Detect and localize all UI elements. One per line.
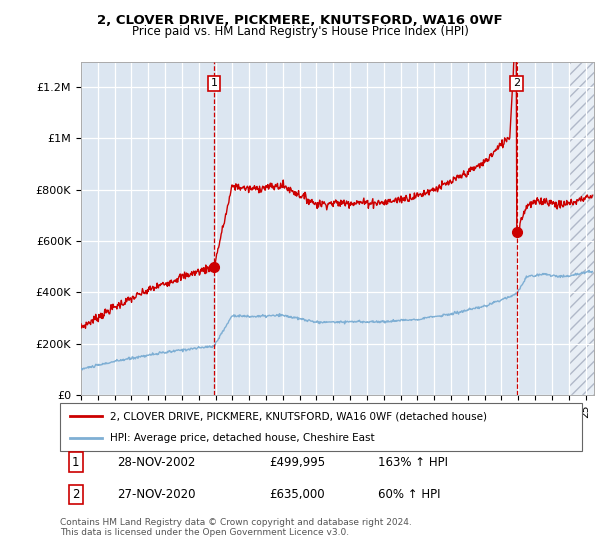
- Text: 1: 1: [72, 456, 79, 469]
- Text: £499,995: £499,995: [269, 456, 325, 469]
- Text: Contains HM Land Registry data © Crown copyright and database right 2024.
This d: Contains HM Land Registry data © Crown c…: [60, 518, 412, 538]
- Bar: [569, 62, 594, 395]
- Text: 2, CLOVER DRIVE, PICKMERE, KNUTSFORD, WA16 0WF (detached house): 2, CLOVER DRIVE, PICKMERE, KNUTSFORD, WA…: [110, 411, 487, 421]
- Text: Price paid vs. HM Land Registry's House Price Index (HPI): Price paid vs. HM Land Registry's House …: [131, 25, 469, 38]
- Text: 60% ↑ HPI: 60% ↑ HPI: [379, 488, 441, 501]
- Text: 2: 2: [72, 488, 79, 501]
- Text: £635,000: £635,000: [269, 488, 325, 501]
- Text: 2: 2: [513, 78, 520, 88]
- Text: HPI: Average price, detached house, Cheshire East: HPI: Average price, detached house, Ches…: [110, 433, 374, 443]
- Text: 28-NOV-2002: 28-NOV-2002: [118, 456, 196, 469]
- Text: 2, CLOVER DRIVE, PICKMERE, KNUTSFORD, WA16 0WF: 2, CLOVER DRIVE, PICKMERE, KNUTSFORD, WA…: [97, 14, 503, 27]
- Text: 27-NOV-2020: 27-NOV-2020: [118, 488, 196, 501]
- Text: 163% ↑ HPI: 163% ↑ HPI: [379, 456, 448, 469]
- Bar: [569, 62, 594, 395]
- Text: 1: 1: [211, 78, 218, 88]
- FancyBboxPatch shape: [60, 403, 582, 451]
